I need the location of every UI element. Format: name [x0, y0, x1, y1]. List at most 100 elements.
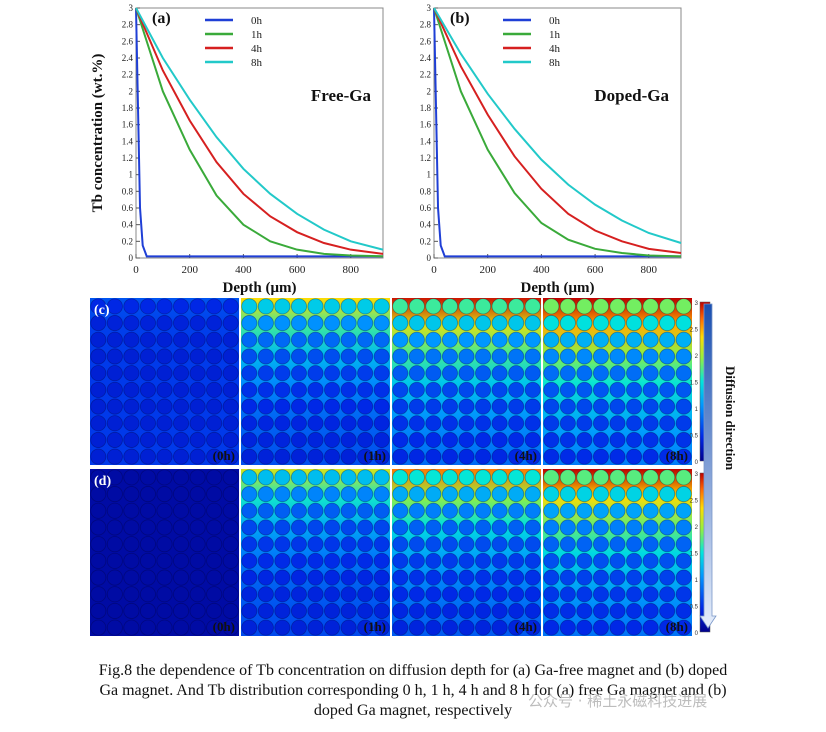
grain	[307, 486, 324, 503]
grain	[675, 448, 692, 465]
grain	[274, 619, 291, 636]
grain	[106, 431, 123, 448]
grain	[222, 552, 239, 569]
grain	[475, 502, 492, 519]
grain	[206, 502, 223, 519]
colorbar-tick: 0.5	[690, 434, 699, 440]
grain	[543, 365, 560, 382]
grain	[189, 415, 206, 432]
grain	[559, 331, 576, 348]
grain	[357, 315, 374, 332]
grain	[290, 502, 307, 519]
watermark-text: 公众号 · 稀土永磁科技进展	[528, 692, 708, 710]
grain	[290, 315, 307, 332]
grain	[123, 315, 140, 332]
grain	[156, 586, 173, 603]
grain	[576, 536, 593, 553]
grain	[392, 519, 409, 536]
grain	[508, 398, 525, 415]
grain	[139, 348, 156, 365]
grain	[592, 619, 609, 636]
grain	[609, 331, 626, 348]
grain	[675, 469, 692, 486]
grain	[324, 569, 341, 586]
grain	[139, 381, 156, 398]
grain	[491, 398, 508, 415]
grain	[173, 331, 190, 348]
grain	[290, 381, 307, 398]
grain	[508, 448, 525, 465]
grain	[139, 619, 156, 636]
grain	[257, 519, 274, 536]
series-line-1h	[135, 7, 384, 258]
grain	[206, 381, 223, 398]
grain	[257, 298, 274, 315]
grain	[543, 381, 560, 398]
y-tick-label: 2.6	[420, 36, 432, 46]
grain	[408, 519, 425, 536]
y-tick-label: 1.2	[122, 153, 133, 163]
grain	[106, 619, 123, 636]
grain	[189, 586, 206, 603]
grain	[425, 536, 442, 553]
grain	[642, 448, 659, 465]
grain	[626, 348, 643, 365]
x-tick-label: 800	[343, 264, 360, 276]
grain	[524, 536, 541, 553]
grain	[642, 486, 659, 503]
grain	[189, 331, 206, 348]
grain	[441, 348, 458, 365]
y-tick-label: 0	[427, 253, 432, 263]
colorbar-tick: 3	[695, 301, 699, 307]
grain	[458, 519, 475, 536]
grain	[139, 315, 156, 332]
grain	[290, 431, 307, 448]
grain	[675, 586, 692, 603]
grain	[241, 486, 258, 503]
grain	[222, 619, 239, 636]
grain	[425, 519, 442, 536]
grain	[475, 602, 492, 619]
grain	[340, 315, 357, 332]
grain	[290, 619, 307, 636]
grain	[675, 398, 692, 415]
grain	[543, 469, 560, 486]
grain	[274, 431, 291, 448]
grain	[241, 331, 258, 348]
grain	[543, 331, 560, 348]
grain	[543, 586, 560, 603]
grain	[189, 431, 206, 448]
grain	[206, 398, 223, 415]
grain	[173, 586, 190, 603]
grain	[659, 486, 676, 503]
grain	[458, 619, 475, 636]
grain	[206, 486, 223, 503]
grain	[290, 298, 307, 315]
grain	[357, 365, 374, 382]
grain	[626, 431, 643, 448]
grain	[90, 398, 107, 415]
time-label: (4h)	[515, 619, 537, 634]
grain	[241, 586, 258, 603]
y-tick-label: 2.2	[420, 70, 431, 80]
grain	[307, 381, 324, 398]
grain	[425, 365, 442, 382]
grain	[576, 448, 593, 465]
grain	[609, 469, 626, 486]
grain	[491, 519, 508, 536]
grain	[508, 348, 525, 365]
y-tick-label: 2.2	[122, 70, 133, 80]
grain	[675, 552, 692, 569]
grain	[441, 586, 458, 603]
y-axis-label: Tb concentration (wt.%)	[90, 54, 106, 213]
grain	[408, 415, 425, 432]
grain	[307, 519, 324, 536]
grain	[106, 469, 123, 486]
grain	[441, 315, 458, 332]
grain	[559, 298, 576, 315]
grain	[592, 569, 609, 586]
grain	[241, 519, 258, 536]
grain	[340, 415, 357, 432]
grain	[508, 431, 525, 448]
grain	[642, 586, 659, 603]
